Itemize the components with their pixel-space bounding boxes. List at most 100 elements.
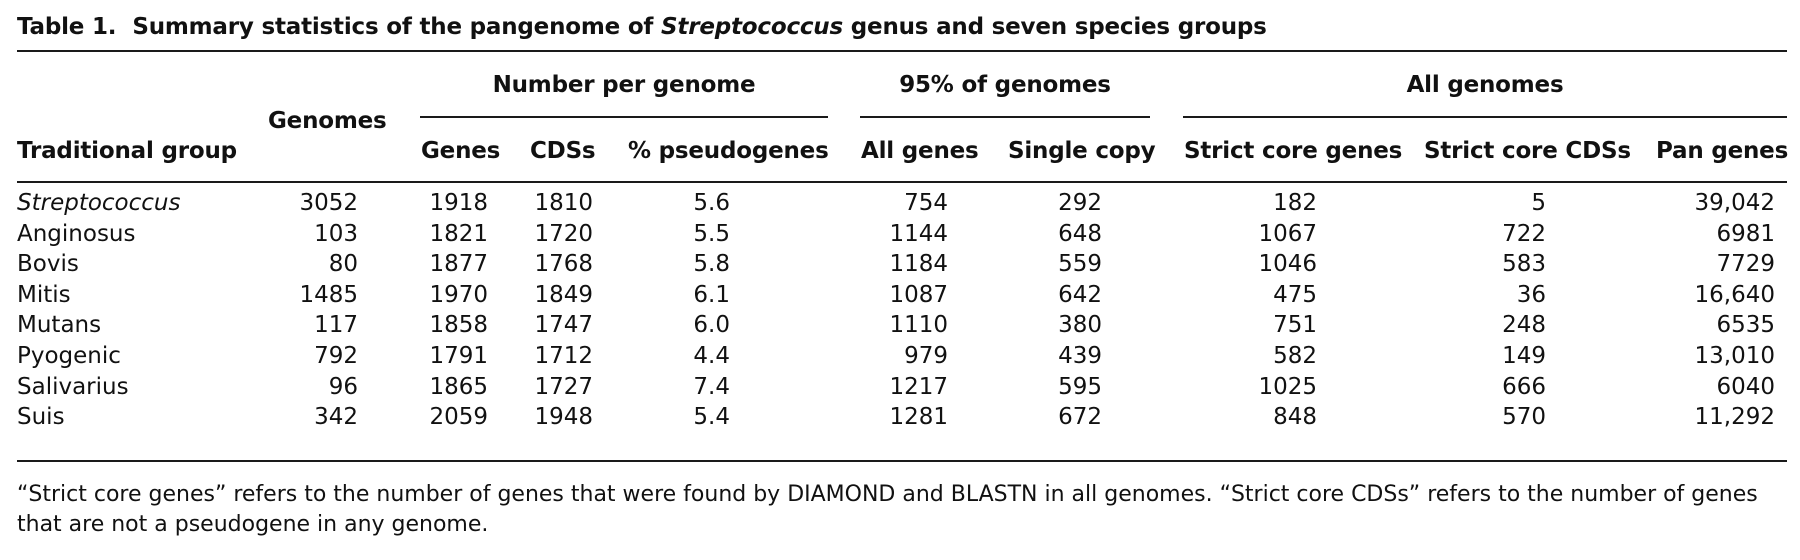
- cell-genes: 1970: [429, 281, 488, 308]
- cell-single-copy: 642: [1058, 281, 1102, 308]
- cell-pan-genes: 7729: [1716, 251, 1775, 278]
- cell-strict-core-genes: 1025: [1258, 373, 1317, 400]
- cell-cdss: 1768: [534, 251, 593, 278]
- col-header-strict-core-cdss: Strict core CDSs: [1424, 138, 1631, 164]
- table-title-genus: Streptococcus: [661, 14, 843, 40]
- table-label: Table 1.: [17, 14, 117, 40]
- cell-all-genes: 979: [904, 343, 948, 369]
- cell-genes: 1865: [429, 373, 488, 400]
- cell-single-copy: 595: [1058, 373, 1102, 400]
- cell-pct-pseudogenes: 5.4: [693, 404, 730, 431]
- group-header-95pct: 95% of genomes: [899, 72, 1111, 98]
- cell-genomes: 3052: [299, 190, 358, 216]
- cell-genomes: 96: [328, 373, 358, 400]
- cell-single-copy: 672: [1058, 404, 1102, 431]
- cell-all-genes: 754: [904, 190, 948, 216]
- cell-strict-core-cdss: 722: [1502, 220, 1546, 247]
- cell-group: Mutans: [17, 312, 102, 339]
- cell-strict-core-genes: 751: [1273, 312, 1317, 339]
- cell-strict-core-genes: 848: [1273, 404, 1317, 431]
- cell-cdss: 1712: [534, 343, 593, 369]
- col-header-strict-core-genes: Strict core genes: [1184, 138, 1403, 164]
- col-header-pan-genes: Pan genes: [1656, 138, 1789, 164]
- cell-strict-core-genes: 582: [1273, 343, 1317, 369]
- top-rule: [17, 50, 1787, 52]
- cell-pct-pseudogenes: 7.4: [693, 373, 730, 400]
- table-title-suffix: genus and seven species groups: [842, 14, 1267, 40]
- cell-pan-genes: 6040: [1716, 373, 1775, 400]
- cell-genes: 1791: [429, 343, 488, 369]
- cell-all-genes: 1087: [889, 281, 948, 308]
- cell-strict-core-genes: 1067: [1258, 220, 1317, 247]
- cell-strict-core-genes: 1046: [1258, 251, 1317, 278]
- cell-strict-core-cdss: 36: [1516, 281, 1546, 308]
- cell-pan-genes: 16,640: [1694, 281, 1775, 308]
- cell-group: Mitis: [17, 281, 71, 308]
- cell-pan-genes: 39,042: [1694, 190, 1775, 216]
- table-title: Table 1. Summary statistics of the pangen…: [17, 14, 1267, 40]
- cell-genomes: 103: [314, 220, 358, 247]
- cell-genomes: 80: [328, 251, 358, 278]
- cell-pct-pseudogenes: 4.4: [693, 343, 730, 369]
- group-header-per-genome: Number per genome: [492, 72, 756, 98]
- cell-cdss: 1849: [534, 281, 593, 308]
- cell-pct-pseudogenes: 5.8: [693, 251, 730, 278]
- cell-group: Streptococcus: [17, 190, 181, 216]
- cell-all-genes: 1184: [889, 251, 948, 278]
- cell-single-copy: 648: [1058, 220, 1102, 247]
- cell-single-copy: 559: [1058, 251, 1102, 278]
- cell-strict-core-cdss: 570: [1502, 404, 1546, 431]
- cell-genomes: 342: [314, 404, 358, 431]
- cell-strict-core-genes: 182: [1273, 190, 1317, 216]
- cell-cdss: 1747: [534, 312, 593, 339]
- cell-cdss: 1727: [534, 373, 593, 400]
- cell-genes: 1877: [429, 251, 488, 278]
- cell-single-copy: 292: [1058, 190, 1102, 216]
- col-header-cdss: CDSs: [530, 138, 596, 164]
- cell-all-genes: 1144: [889, 220, 948, 247]
- col-header-genomes: Genomes: [268, 108, 387, 134]
- cell-genes: 1821: [429, 220, 488, 247]
- cell-genes: 1918: [429, 190, 488, 216]
- cell-strict-core-cdss: 583: [1502, 251, 1546, 278]
- cell-all-genes: 1217: [889, 373, 948, 400]
- cell-strict-core-cdss: 5: [1531, 190, 1546, 216]
- cell-group: Salivarius: [17, 373, 129, 400]
- cell-group: Suis: [17, 404, 65, 431]
- cell-strict-core-cdss: 149: [1502, 343, 1546, 369]
- col-header-genes: Genes: [421, 138, 501, 164]
- cell-cdss: 1720: [534, 220, 593, 247]
- cell-pan-genes: 11,292: [1694, 404, 1775, 431]
- group-rule-95pct: [860, 116, 1150, 118]
- cell-pan-genes: 6981: [1716, 220, 1775, 247]
- cell-genes: 1858: [429, 312, 488, 339]
- cell-all-genes: 1110: [889, 312, 948, 339]
- group-rule-per-genome: [420, 116, 828, 118]
- cell-strict-core-cdss: 248: [1502, 312, 1546, 339]
- cell-genomes: 117: [314, 312, 358, 339]
- group-rule-all-genomes: [1183, 116, 1787, 118]
- header-rule: [17, 181, 1787, 183]
- col-header-group: Traditional group: [17, 138, 237, 164]
- cell-genes: 2059: [429, 404, 488, 431]
- cell-group: Anginosus: [17, 220, 136, 247]
- cell-single-copy: 380: [1058, 312, 1102, 339]
- cell-strict-core-genes: 475: [1273, 281, 1317, 308]
- cell-cdss: 1810: [534, 190, 593, 216]
- cell-pct-pseudogenes: 5.6: [693, 190, 730, 216]
- cell-strict-core-cdss: 666: [1502, 373, 1546, 400]
- cell-pan-genes: 13,010: [1694, 343, 1775, 369]
- cell-pct-pseudogenes: 6.1: [693, 281, 730, 308]
- cell-cdss: 1948: [534, 404, 593, 431]
- col-header-pct-pseudogenes: % pseudogenes: [628, 138, 829, 164]
- cell-genomes: 792: [314, 343, 358, 369]
- cell-pct-pseudogenes: 6.0: [693, 312, 730, 339]
- cell-single-copy: 439: [1058, 343, 1102, 369]
- cell-pan-genes: 6535: [1716, 312, 1775, 339]
- cell-group: Bovis: [17, 251, 79, 278]
- bottom-rule: [17, 460, 1787, 462]
- cell-pct-pseudogenes: 5.5: [693, 220, 730, 247]
- table-footnote: “Strict core genes” refers to the number…: [17, 482, 1758, 537]
- cell-group: Pyogenic: [17, 343, 121, 369]
- col-header-all-genes: All genes: [861, 138, 979, 164]
